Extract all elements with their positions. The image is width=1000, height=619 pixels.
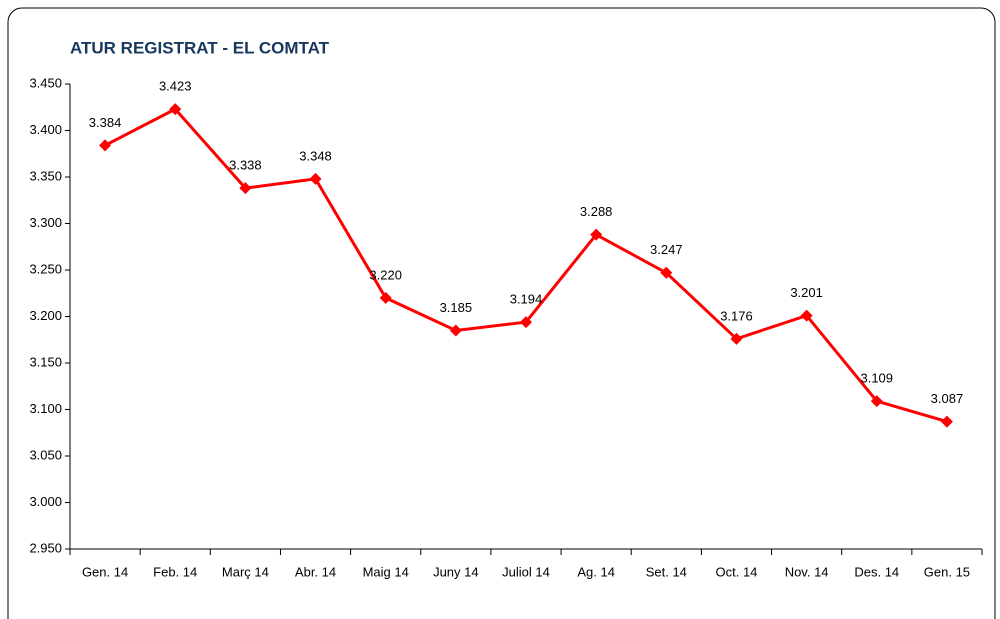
y-tick-label: 3.350 [29, 168, 62, 183]
data-point [169, 103, 182, 116]
data-point [449, 324, 462, 337]
y-tick-label: 3.050 [29, 447, 62, 462]
x-tick-label: Juliol 14 [502, 564, 550, 579]
data-point [379, 291, 392, 304]
data-label: 3.423 [159, 79, 192, 94]
data-point [800, 309, 813, 322]
data-label: 3.087 [931, 391, 964, 406]
x-tick-label: Juny 14 [433, 564, 479, 579]
x-tick-label: Maig 14 [363, 564, 409, 579]
x-tick-label: Des. 14 [854, 564, 899, 579]
data-point [309, 172, 322, 185]
x-tick-label: Gen. 15 [924, 564, 970, 579]
data-point [870, 395, 883, 408]
y-tick-label: 3.250 [29, 261, 62, 276]
data-label: 3.220 [369, 267, 402, 282]
data-label: 3.288 [580, 204, 613, 219]
chart-title: ATUR REGISTRAT - EL COMTAT [70, 38, 330, 57]
data-point [730, 332, 743, 345]
data-point [940, 415, 953, 428]
data-label: 3.348 [299, 148, 332, 163]
data-label: 3.109 [860, 371, 893, 386]
data-label: 3.384 [89, 115, 122, 130]
x-tick-label: Set. 14 [646, 564, 687, 579]
y-tick-label: 3.000 [29, 494, 62, 509]
data-point [660, 266, 673, 279]
x-tick-label: Gen. 14 [82, 564, 128, 579]
data-label: 3.247 [650, 242, 683, 257]
data-label: 3.201 [790, 285, 823, 300]
data-point [520, 316, 532, 329]
x-tick-label: Feb. 14 [153, 564, 197, 579]
y-tick-label: 3.200 [29, 308, 62, 323]
x-tick-label: Nov. 14 [785, 564, 829, 579]
y-tick-label: 3.150 [29, 354, 62, 369]
x-tick-label: Març 14 [222, 564, 269, 579]
y-tick-label: 3.450 [29, 75, 62, 90]
x-tick-label: Abr. 14 [295, 564, 336, 579]
x-tick-label: Oct. 14 [716, 564, 758, 579]
y-tick-label: 3.100 [29, 401, 62, 416]
data-label: 3.194 [510, 292, 543, 307]
data-label: 3.338 [229, 158, 262, 173]
data-point [239, 182, 252, 195]
data-point [590, 228, 603, 241]
data-label: 3.176 [720, 308, 753, 323]
x-tick-label: Ag. 14 [577, 564, 615, 579]
y-tick-label: 2.950 [29, 540, 62, 555]
chart-border [7, 7, 996, 619]
data-point [99, 139, 112, 152]
y-tick-label: 3.300 [29, 215, 62, 230]
data-label: 3.185 [440, 300, 473, 315]
y-tick-label: 3.400 [29, 122, 62, 137]
